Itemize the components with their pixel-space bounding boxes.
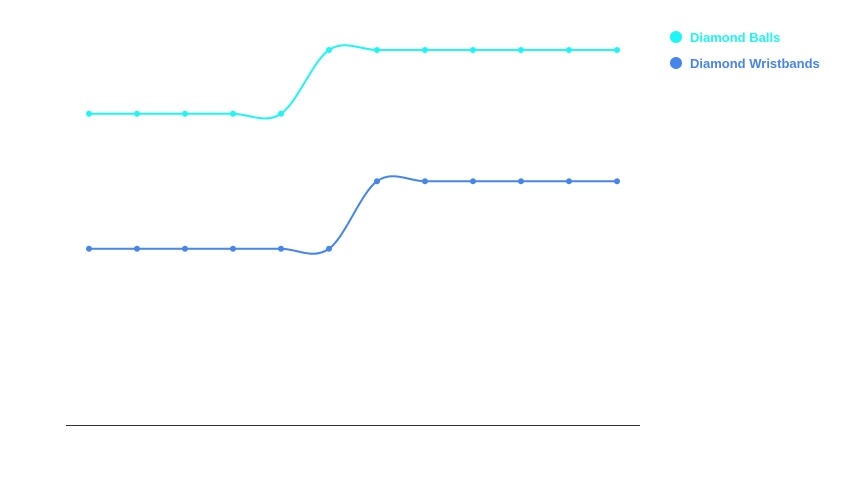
data-point-diamond-wristbands-4[interactable] [230, 245, 236, 252]
legend-label-diamond-balls: Diamond Balls [690, 29, 781, 45]
data-point-diamond-wristbands-8[interactable] [422, 178, 428, 185]
data-point-diamond-balls-9[interactable] [470, 47, 476, 53]
legend-swatch-diamond-wristbands [670, 57, 682, 69]
legend: Diamond Balls Diamond Wristbands [670, 24, 820, 76]
series-diamond-wristbands [86, 175, 620, 255]
data-point-diamond-wristbands-2[interactable] [134, 245, 140, 252]
data-point-diamond-wristbands-6[interactable] [326, 245, 332, 252]
legend-label-diamond-wristbands: Diamond Wristbands [690, 55, 820, 71]
data-point-diamond-balls-7[interactable] [374, 47, 380, 53]
series-layer [86, 44, 620, 255]
data-point-diamond-balls-6[interactable] [326, 47, 332, 53]
data-point-diamond-wristbands-9[interactable] [470, 178, 476, 185]
legend-swatch-diamond-balls [670, 31, 682, 43]
legend-item-diamond-balls[interactable]: Diamond Balls [670, 24, 820, 50]
series-diamond-balls [86, 44, 620, 120]
data-point-diamond-wristbands-10[interactable] [518, 178, 524, 185]
data-point-diamond-balls-12[interactable] [614, 47, 620, 53]
data-point-diamond-wristbands-1[interactable] [86, 245, 92, 252]
data-point-diamond-balls-3[interactable] [182, 110, 188, 117]
data-point-diamond-wristbands-3[interactable] [182, 245, 188, 252]
legend-item-diamond-wristbands[interactable]: Diamond Wristbands [670, 50, 820, 76]
data-point-diamond-balls-8[interactable] [422, 47, 428, 53]
data-point-diamond-wristbands-12[interactable] [614, 178, 620, 185]
data-point-diamond-balls-2[interactable] [134, 110, 140, 117]
series-line-diamond-wristbands [88, 175, 617, 255]
data-point-diamond-balls-10[interactable] [518, 47, 524, 53]
series-line-diamond-balls [88, 44, 617, 120]
data-point-diamond-balls-1[interactable] [86, 110, 92, 117]
data-point-diamond-wristbands-7[interactable] [374, 178, 380, 185]
data-point-diamond-wristbands-11[interactable] [566, 178, 572, 185]
data-point-diamond-balls-11[interactable] [566, 47, 572, 53]
data-point-diamond-balls-4[interactable] [230, 110, 236, 117]
data-point-diamond-wristbands-5[interactable] [278, 245, 284, 252]
data-point-diamond-balls-5[interactable] [278, 110, 284, 117]
